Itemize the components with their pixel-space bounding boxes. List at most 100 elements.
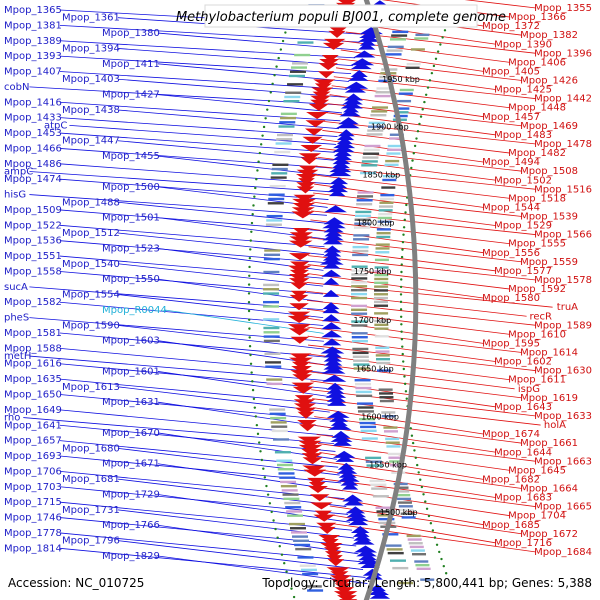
- right-gene-label: Mpop_1482: [508, 148, 566, 159]
- reverse-gene-arrow: [288, 328, 311, 336]
- guide-dot: [429, 522, 433, 525]
- feature-stripe: [354, 382, 371, 386]
- right-gene-label: Mpop_1529: [494, 221, 552, 232]
- guide-dot: [434, 57, 438, 60]
- reverse-gene-arrow: [334, 587, 355, 595]
- right-leader-line: [309, 228, 485, 254]
- feature-stripe: [263, 318, 280, 321]
- reverse-gene-arrow: [308, 486, 328, 494]
- feature-stripe: [270, 421, 287, 424]
- left-gene-label: Mpop_1635: [4, 374, 62, 385]
- guide-dot: [424, 500, 427, 503]
- left-leader-line: [157, 94, 343, 114]
- left-leader-line: [117, 109, 339, 130]
- reverse-gene-arrow: [290, 290, 308, 298]
- guide-dot: [290, 587, 293, 590]
- forward-gene-arrow: [368, 587, 389, 595]
- right-leader-line: [307, 264, 511, 290]
- forward-gene-arrow: [332, 145, 355, 153]
- guide-dot: [258, 441, 261, 444]
- left-gene-label: Mpop_1500: [102, 182, 160, 193]
- right-gene-label: Mpop_1555: [508, 239, 566, 250]
- left-gene-label: hisG: [4, 190, 26, 201]
- feature-stripe: [271, 429, 288, 433]
- feature-stripe: [263, 257, 280, 261]
- forward-gene-arrow: [322, 314, 341, 322]
- feature-stripe: [366, 133, 383, 136]
- guide-dot: [253, 195, 256, 198]
- feature-stripe: [386, 49, 403, 52]
- feature-stripe: [400, 512, 415, 515]
- guide-dot: [426, 86, 430, 89]
- feature-stripe: [360, 429, 377, 433]
- feature-stripe: [274, 150, 291, 154]
- reverse-gene-arrow: [294, 395, 314, 403]
- feature-stripe: [352, 245, 369, 249]
- feature-stripe: [263, 292, 280, 295]
- left-gene-label: Mpop_1427: [102, 90, 160, 101]
- reverse-gene-arrow: [305, 120, 326, 128]
- right-gene-label: Mpop_1382: [520, 30, 578, 41]
- left-gene-label: Mpop_1411: [102, 59, 160, 70]
- feature-stripe: [272, 438, 289, 441]
- feature-stripe: [351, 269, 368, 272]
- right-gene-label: Mpop_1483: [494, 130, 552, 141]
- reverse-gene-arrow: [298, 165, 318, 173]
- right-gene-label: Mpop_1645: [508, 465, 566, 476]
- forward-gene-arrow: [336, 133, 355, 141]
- forward-gene-arrow: [322, 289, 340, 297]
- forward-gene-arrow: [323, 249, 342, 257]
- feature-stripe: [352, 347, 369, 351]
- feature-stripe: [380, 193, 395, 197]
- guide-dot: [403, 218, 406, 222]
- left-gene-label: Mpop_1522: [4, 220, 62, 231]
- feature-stripe: [387, 148, 402, 151]
- feature-stripe: [379, 399, 394, 403]
- right-gene-label: Mpop_1665: [534, 502, 592, 513]
- feature-stripe: [395, 107, 410, 110]
- forward-gene-arrow: [325, 390, 347, 398]
- forward-gene-arrow: [368, 584, 386, 592]
- reverse-gene-arrow: [334, 583, 352, 591]
- right-leader-line: [331, 85, 511, 109]
- feature-stripe: [389, 38, 406, 41]
- reverse-gene-arrow: [330, 571, 349, 579]
- guide-dot: [263, 476, 267, 479]
- left-leader-line: [59, 224, 325, 248]
- feature-stripe: [365, 456, 382, 460]
- left-gene-label: Mpop_1796: [62, 536, 120, 547]
- reverse-gene-arrow: [292, 198, 317, 206]
- right-leader-line: [324, 478, 537, 508]
- feature-stripe: [374, 266, 389, 269]
- right-gene-label: Mpop_1355: [534, 3, 592, 14]
- left-gene-label: atpC: [44, 120, 67, 131]
- guide-dot: [400, 330, 403, 333]
- tick-label: 1700 kbp: [354, 316, 392, 325]
- feature-stripe: [374, 277, 389, 281]
- feature-stripe: [263, 283, 280, 287]
- feature-stripe: [415, 563, 430, 567]
- forward-gene-arrow: [353, 533, 372, 541]
- guide-dot: [404, 390, 408, 393]
- feature-stripe: [289, 70, 306, 73]
- guide-dot: [280, 553, 284, 556]
- reverse-gene-arrow: [290, 370, 314, 378]
- feature-stripe: [374, 293, 389, 296]
- guide-dot: [400, 263, 403, 266]
- guide-dot: [413, 144, 417, 148]
- guide-dot: [402, 367, 406, 371]
- guide-dot: [438, 550, 441, 554]
- guide-dot: [269, 91, 272, 94]
- feature-stripe: [376, 510, 393, 513]
- left-leader-line: [117, 386, 330, 413]
- feature-stripe: [351, 289, 368, 292]
- reverse-gene-arrow: [297, 420, 317, 428]
- right-leader-line: [312, 398, 541, 426]
- reverse-gene-arrow: [293, 194, 316, 202]
- left-gene-label: Mpop_1540: [62, 259, 120, 270]
- feature-stripe: [386, 152, 401, 155]
- tick-label: 1550 kbp: [369, 461, 407, 470]
- left-gene-label: Mpop_1693: [4, 451, 62, 462]
- forward-gene-arrow: [348, 518, 369, 526]
